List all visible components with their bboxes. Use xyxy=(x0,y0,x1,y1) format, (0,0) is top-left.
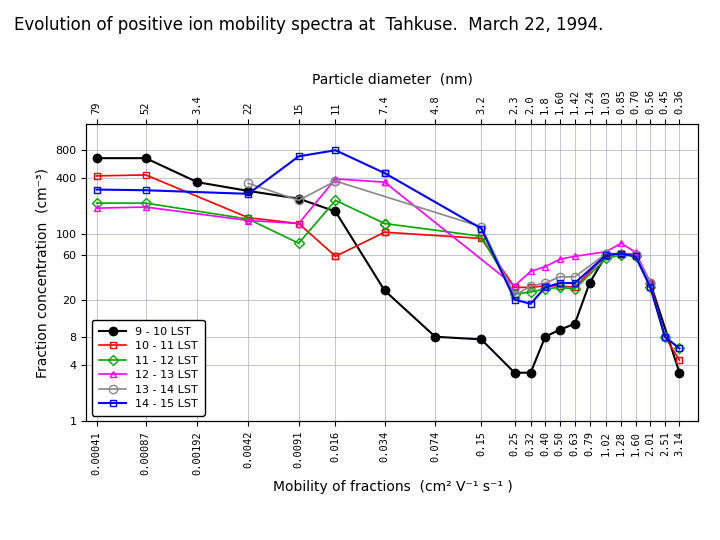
12 - 13 LST xyxy=(526,268,535,275)
9 - 10 LST xyxy=(646,280,654,286)
Text: Evolution of positive ion mobility spectra at  Tahkuse.  March 22, 1994.: Evolution of positive ion mobility spect… xyxy=(14,16,604,34)
13 - 14 LST xyxy=(631,252,640,258)
12 - 13 LST xyxy=(380,179,389,185)
14 - 15 LST xyxy=(380,170,389,177)
9 - 10 LST xyxy=(331,208,340,215)
13 - 14 LST xyxy=(510,293,519,299)
12 - 13 LST xyxy=(510,282,519,289)
10 - 11 LST xyxy=(380,229,389,235)
13 - 14 LST xyxy=(331,178,340,184)
11 - 12 LST xyxy=(616,252,625,258)
9 - 10 LST xyxy=(585,280,594,286)
11 - 12 LST xyxy=(555,284,564,291)
14 - 15 LST xyxy=(675,345,684,352)
Legend: 9 - 10 LST, 10 - 11 LST, 11 - 12 LST, 12 - 13 LST, 13 - 14 LST, 14 - 15 LST: 9 - 10 LST, 10 - 11 LST, 11 - 12 LST, 12… xyxy=(92,320,204,416)
14 - 15 LST xyxy=(660,334,669,340)
9 - 10 LST xyxy=(92,155,101,161)
10 - 11 LST xyxy=(660,334,669,340)
10 - 11 LST xyxy=(675,357,684,363)
12 - 13 LST xyxy=(616,240,625,246)
11 - 12 LST xyxy=(380,220,389,227)
13 - 14 LST xyxy=(526,282,535,289)
10 - 11 LST xyxy=(555,282,564,289)
14 - 15 LST xyxy=(602,252,611,258)
13 - 14 LST xyxy=(541,280,549,286)
12 - 13 LST xyxy=(631,249,640,255)
11 - 12 LST xyxy=(510,291,519,297)
11 - 12 LST xyxy=(675,345,684,352)
10 - 11 LST xyxy=(526,284,535,291)
9 - 10 LST xyxy=(616,251,625,257)
9 - 10 LST xyxy=(675,369,684,376)
9 - 10 LST xyxy=(294,195,303,202)
11 - 12 LST xyxy=(526,289,535,295)
13 - 14 LST xyxy=(570,274,579,280)
Line: 12 - 13 LST: 12 - 13 LST xyxy=(381,179,654,289)
11 - 12 LST xyxy=(541,286,549,292)
14 - 15 LST xyxy=(646,284,654,291)
11 - 12 LST xyxy=(602,255,611,262)
10 - 11 LST xyxy=(510,284,519,291)
9 - 10 LST xyxy=(631,252,640,258)
10 - 11 LST xyxy=(616,251,625,257)
9 - 10 LST xyxy=(510,369,519,376)
13 - 14 LST xyxy=(646,280,654,286)
9 - 10 LST xyxy=(526,369,535,376)
11 - 12 LST xyxy=(646,284,654,291)
14 - 15 LST xyxy=(631,253,640,260)
10 - 11 LST xyxy=(646,280,654,286)
9 - 10 LST xyxy=(555,327,564,333)
9 - 10 LST xyxy=(141,155,150,161)
Line: 13 - 14 LST: 13 - 14 LST xyxy=(331,177,654,300)
10 - 11 LST xyxy=(477,235,485,242)
14 - 15 LST xyxy=(555,280,564,286)
14 - 15 LST xyxy=(526,301,535,307)
9 - 10 LST xyxy=(244,188,253,194)
10 - 11 LST xyxy=(570,284,579,291)
X-axis label: Mobility of fractions  (cm² V⁻¹ s⁻¹ ): Mobility of fractions (cm² V⁻¹ s⁻¹ ) xyxy=(273,480,512,494)
10 - 11 LST xyxy=(541,282,549,289)
10 - 11 LST xyxy=(602,252,611,258)
Line: 10 - 11 LST: 10 - 11 LST xyxy=(381,229,683,363)
9 - 10 LST xyxy=(193,179,202,185)
9 - 10 LST xyxy=(380,287,389,294)
12 - 13 LST xyxy=(541,264,549,270)
11 - 12 LST xyxy=(570,286,579,292)
14 - 15 LST xyxy=(477,225,485,232)
11 - 12 LST xyxy=(660,334,669,340)
11 - 12 LST xyxy=(631,253,640,260)
13 - 14 LST xyxy=(616,251,625,257)
9 - 10 LST xyxy=(570,321,579,327)
13 - 14 LST xyxy=(477,224,485,230)
14 - 15 LST xyxy=(570,280,579,286)
Line: 11 - 12 LST: 11 - 12 LST xyxy=(381,220,683,352)
14 - 15 LST xyxy=(616,251,625,257)
14 - 15 LST xyxy=(541,284,549,291)
9 - 10 LST xyxy=(541,334,549,340)
9 - 10 LST xyxy=(602,252,611,258)
14 - 15 LST xyxy=(510,296,519,303)
12 - 13 LST xyxy=(570,253,579,260)
10 - 11 LST xyxy=(631,252,640,258)
12 - 13 LST xyxy=(602,248,611,255)
13 - 14 LST xyxy=(555,274,564,280)
12 - 13 LST xyxy=(646,280,654,286)
Y-axis label: Fraction concentration  (cm⁻³): Fraction concentration (cm⁻³) xyxy=(36,168,50,377)
9 - 10 LST xyxy=(477,336,485,342)
13 - 14 LST xyxy=(602,251,611,257)
Line: 14 - 15 LST: 14 - 15 LST xyxy=(381,170,683,352)
Line: 9 - 10 LST: 9 - 10 LST xyxy=(93,154,683,377)
11 - 12 LST xyxy=(477,233,485,240)
12 - 13 LST xyxy=(555,256,564,262)
X-axis label: Particle diameter  (nm): Particle diameter (nm) xyxy=(312,73,473,87)
9 - 10 LST xyxy=(431,334,440,340)
